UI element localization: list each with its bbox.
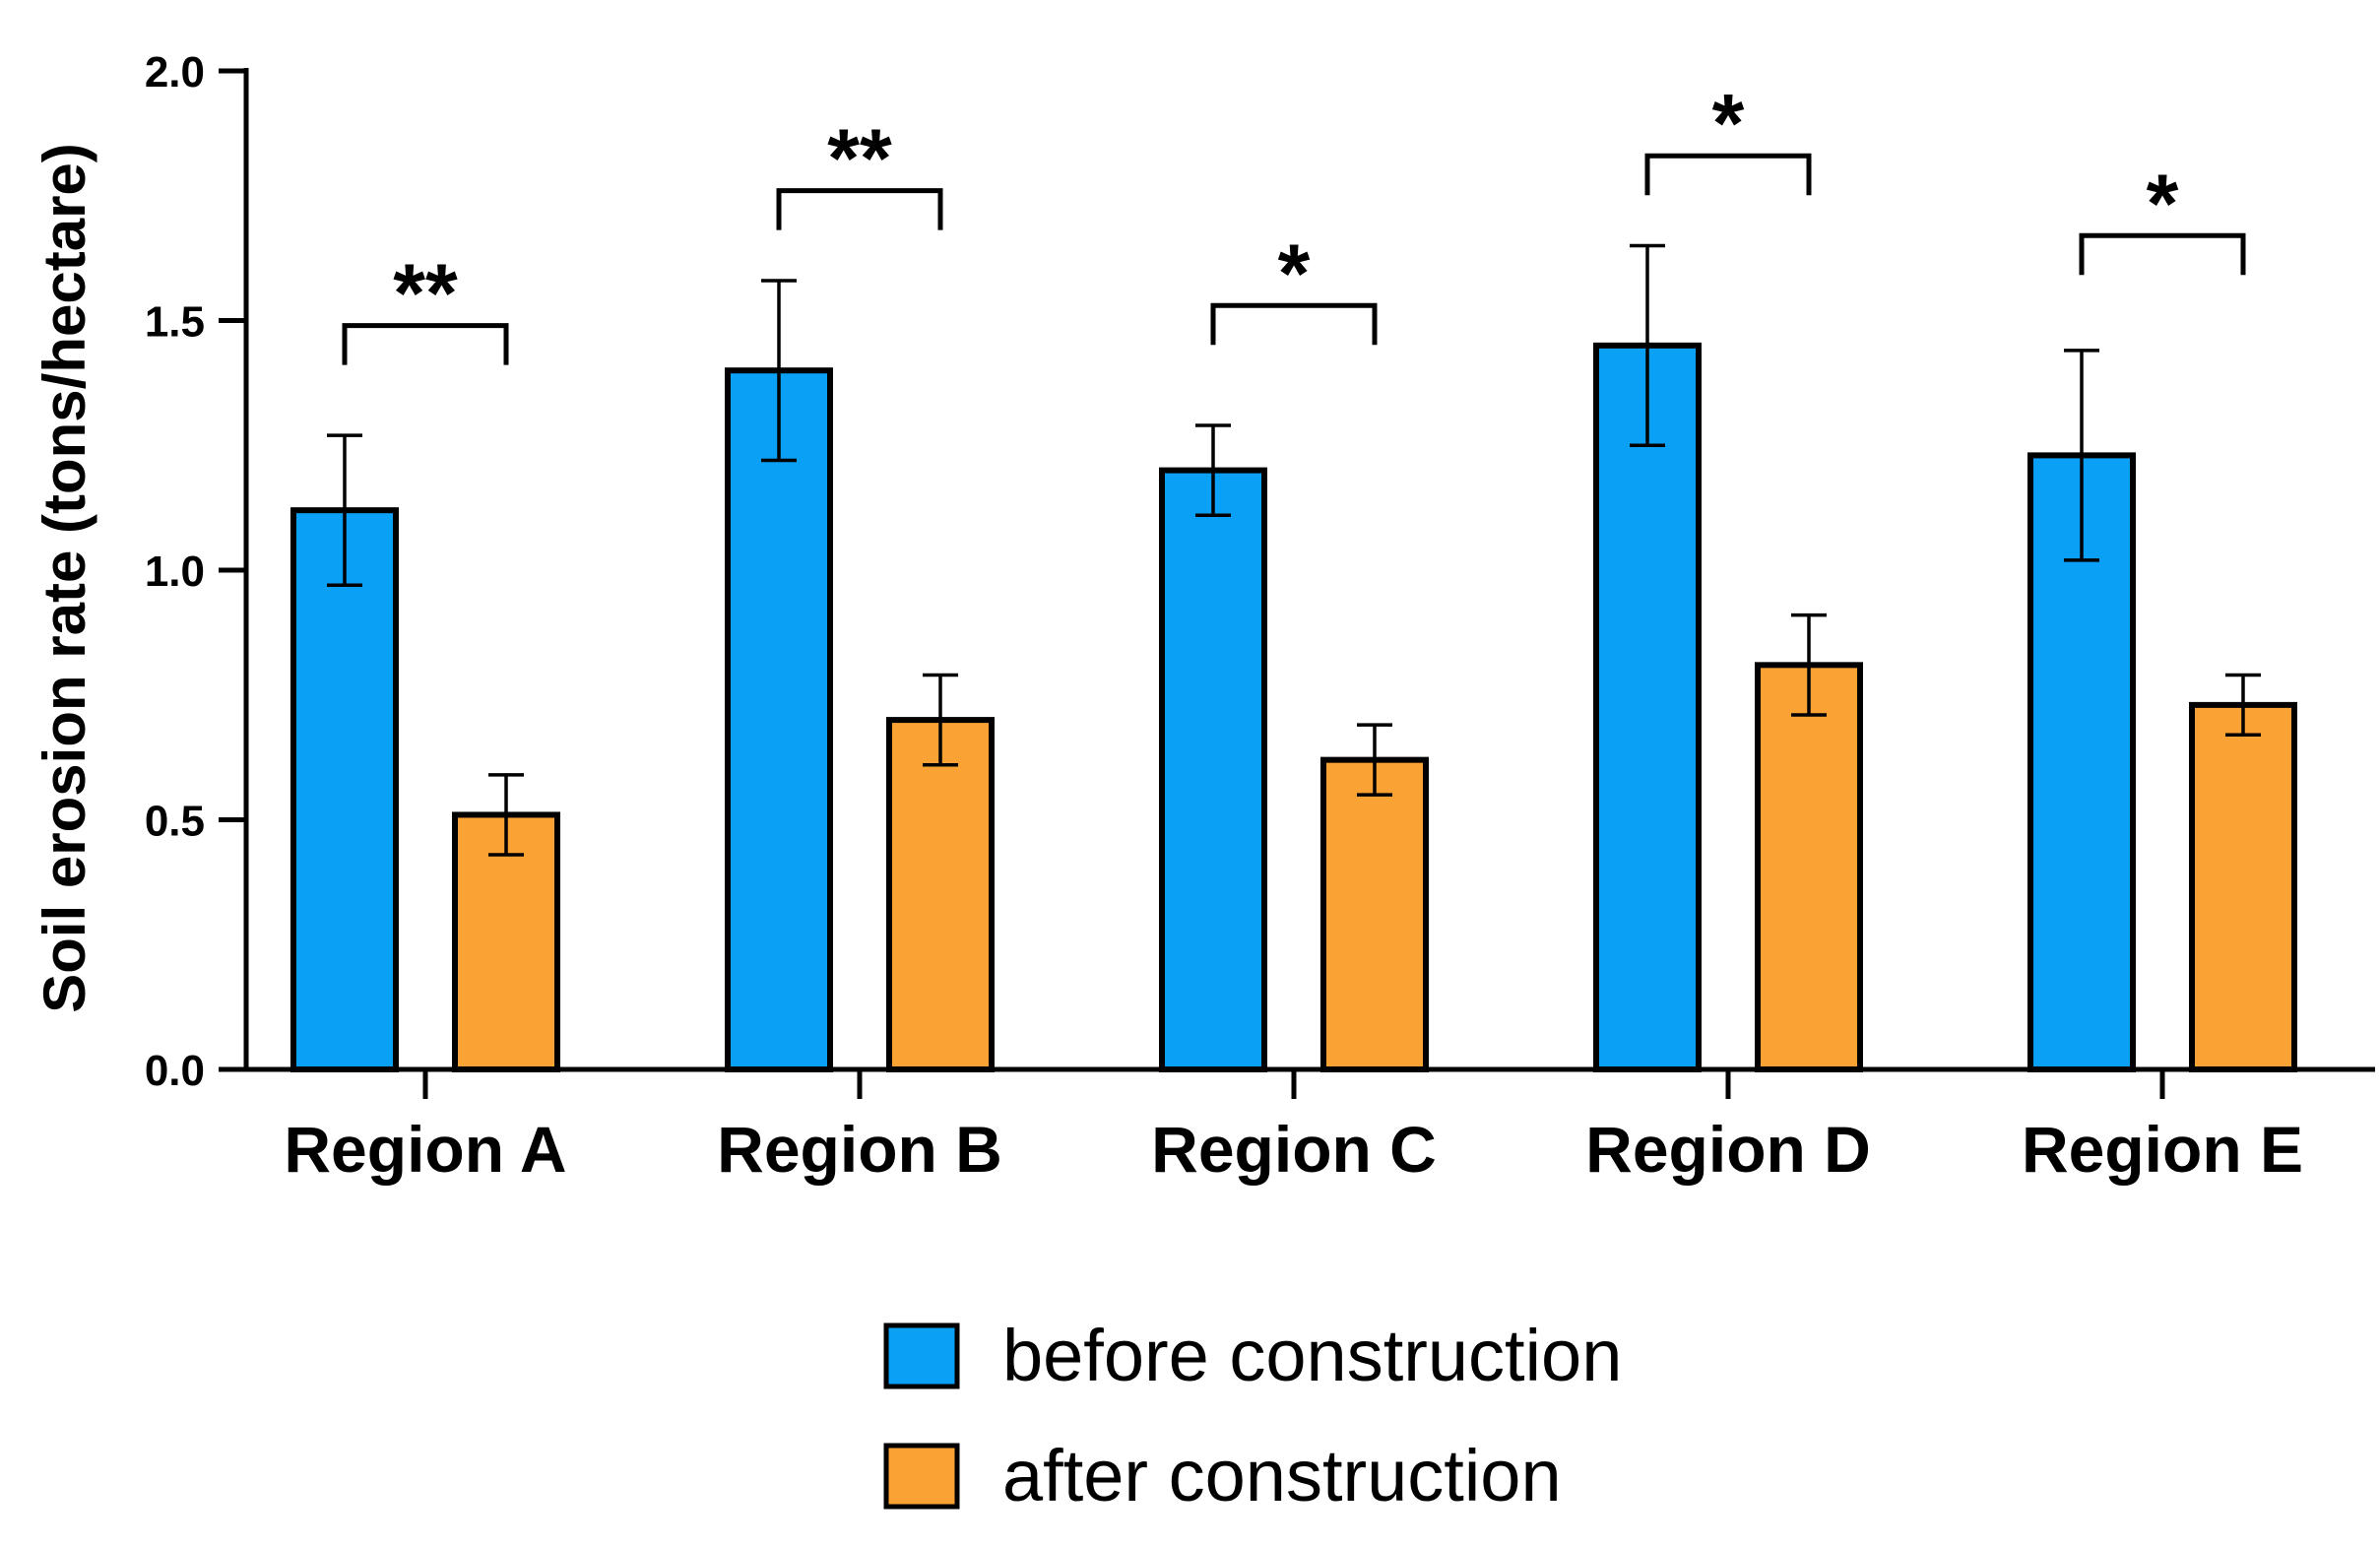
bar-after-region-c: [1320, 756, 1429, 1072]
bar-after-region-d: [1755, 662, 1863, 1073]
y-axis-label: Soil erosion rate (tons/hectare): [32, 143, 97, 1013]
y-tick-label: 0.5: [145, 798, 205, 846]
error-bar: [1195, 423, 1231, 517]
significance-bracket: [342, 323, 509, 365]
bar-before-region-b: [725, 367, 833, 1072]
legend-label-before: before construction: [1002, 1315, 1622, 1396]
significance-marker: **: [827, 112, 892, 205]
error-bar: [2064, 349, 2099, 562]
x-tick-label: Region B: [717, 1113, 1002, 1186]
significance-marker: **: [393, 247, 458, 340]
significance-bracket: [1210, 302, 1378, 346]
error-bar: [1357, 723, 1392, 797]
significance-bracket: [1644, 153, 1812, 196]
bar-after-region-e: [2189, 701, 2297, 1072]
bars-layer: [290, 243, 2297, 1073]
x-tick-label: Region E: [2022, 1113, 2303, 1186]
significance-bracket: [776, 188, 943, 230]
legend-swatch-after: [883, 1443, 960, 1510]
significance-marker: *: [1278, 226, 1311, 319]
x-tick-label: Region C: [1151, 1113, 1437, 1186]
bar-after-region-b: [886, 717, 995, 1072]
error-bar: [1791, 612, 1827, 717]
legend: before construction after construction: [883, 1315, 1622, 1516]
x-tick-label: Region D: [1585, 1113, 1871, 1186]
legend-swatch-before: [883, 1322, 960, 1389]
y-tick-label: 0.0: [145, 1047, 205, 1095]
error-bar: [923, 673, 958, 767]
x-tick-label: Region A: [284, 1113, 566, 1186]
bar-before-region-c: [1159, 467, 1267, 1073]
significance-layer: *******: [342, 77, 2246, 365]
bar-before-region-d: [1593, 342, 1702, 1073]
error-bar: [327, 433, 362, 587]
error-bar: [488, 773, 524, 857]
axes-layer: 0.0 0.5 1.0 1.5 2.0 Region A Region B Region C R…: [32, 48, 2375, 1186]
error-bar: [761, 279, 797, 463]
significance-marker: *: [1712, 77, 1745, 169]
error-bar: [2225, 673, 2261, 738]
error-bar: [1630, 243, 1665, 447]
bar-before-region-a: [290, 507, 399, 1072]
legend-label-after: after construction: [1002, 1435, 1562, 1516]
y-tick-label: 1.0: [145, 548, 205, 596]
significance-bracket: [2079, 232, 2246, 276]
y-tick-label: 1.5: [145, 298, 205, 347]
y-tick-label: 2.0: [145, 48, 205, 97]
significance-marker: *: [2147, 157, 2179, 249]
